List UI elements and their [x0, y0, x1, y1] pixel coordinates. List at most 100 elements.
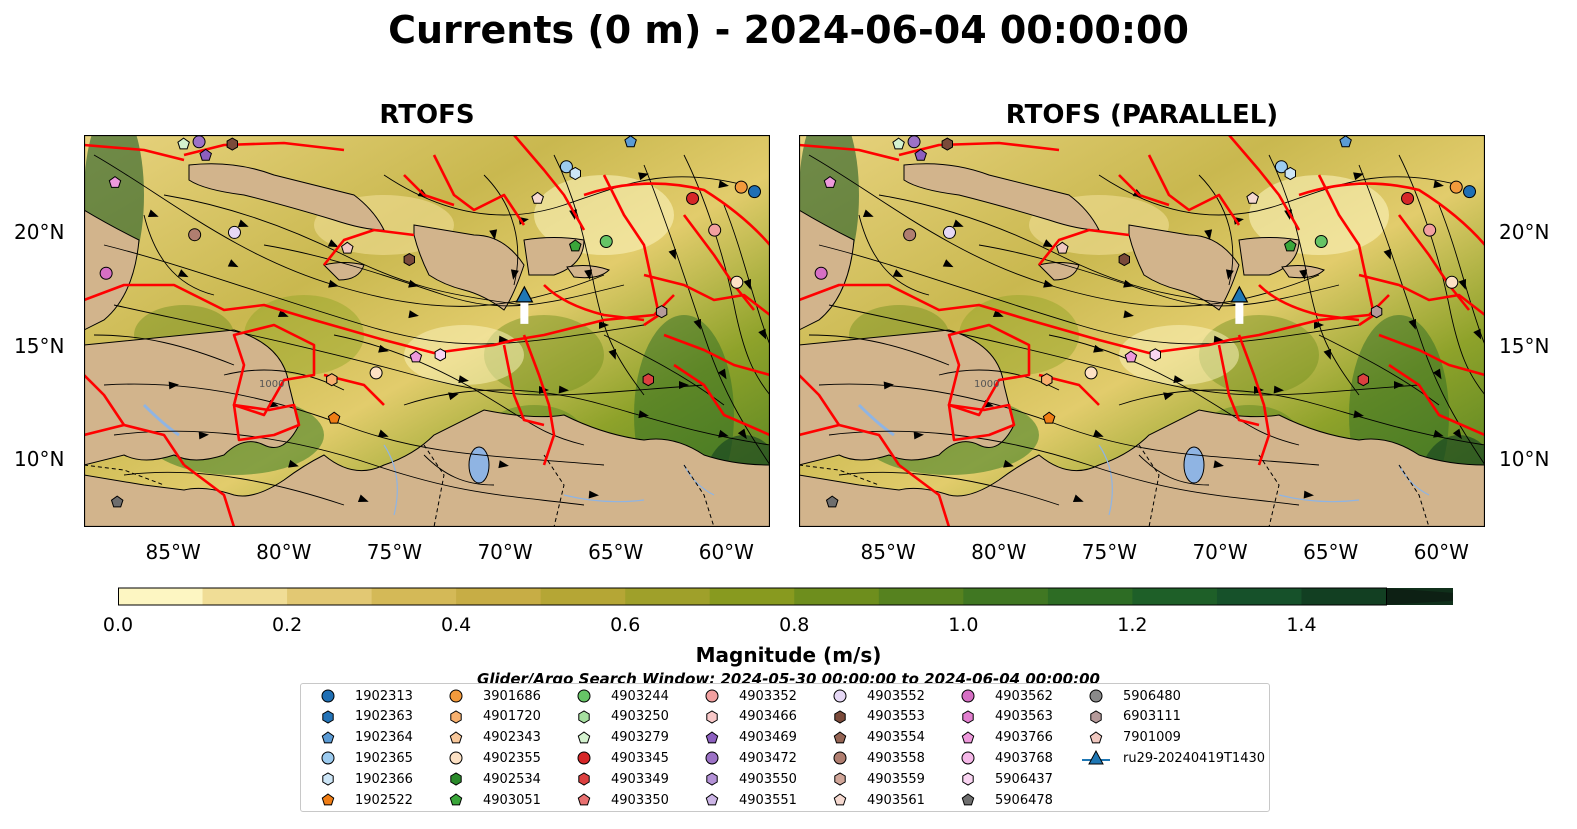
legend-label: 4903552 — [867, 688, 925, 704]
colorbar-label: Magnitude (m/s) — [695, 643, 882, 667]
float-marker — [531, 191, 544, 204]
lon-tick-label: 70°W — [477, 540, 533, 564]
lon-tick-label: 65°W — [588, 540, 644, 564]
legend-symbol — [1082, 750, 1110, 765]
legend-symbol — [449, 689, 463, 703]
flow-arrow — [510, 269, 519, 280]
float-marker — [341, 241, 354, 254]
flow-arrow — [743, 278, 752, 290]
float-marker — [199, 148, 212, 161]
streamline — [683, 154, 770, 396]
map-frame — [84, 135, 770, 527]
glider-track — [1235, 301, 1244, 324]
legend-symbol — [961, 689, 975, 703]
eez-boundary — [513, 135, 586, 231]
flow-arrow — [718, 180, 729, 189]
country-border — [84, 444, 715, 527]
eez-boundary — [673, 363, 770, 437]
legend-item: 1902363 — [311, 708, 413, 726]
float-marker — [599, 234, 613, 248]
legend-item: 4903352 — [695, 687, 797, 705]
float-marker — [403, 253, 415, 267]
streamline — [163, 194, 525, 306]
float-marker — [1357, 373, 1369, 387]
flow-arrow — [1213, 460, 1224, 469]
legend-label: 4903553 — [867, 709, 925, 725]
legend-item: 4903766 — [951, 729, 1053, 747]
legend-label: 1902522 — [355, 792, 413, 808]
lon-tick-label: 75°W — [1081, 540, 1138, 564]
streamline — [263, 244, 625, 307]
legend-label: 4903345 — [611, 750, 669, 766]
colorbar-segment — [118, 588, 204, 605]
land-mass — [799, 135, 855, 331]
eez-boundary — [84, 283, 675, 355]
eez-boundary — [1228, 135, 1301, 231]
flow-arrow — [1473, 328, 1482, 340]
legend-item: 4903551 — [695, 791, 797, 809]
flow-arrow — [377, 429, 389, 438]
flow-arrow — [862, 209, 874, 218]
flow-arrow — [737, 428, 747, 440]
streamline — [1118, 389, 1485, 446]
float-marker — [941, 137, 953, 151]
panel-title-rtofs: RTOFS — [379, 100, 475, 130]
legend-label: 5906478 — [995, 792, 1053, 808]
float-marker — [1401, 191, 1415, 205]
float-marker — [907, 135, 921, 149]
lat-tick-label-right: 20°N — [1499, 220, 1550, 245]
legend-label: 4903563 — [995, 709, 1053, 725]
eez-boundary — [522, 334, 556, 466]
eez-boundary — [403, 174, 455, 207]
flow-arrow — [1173, 375, 1184, 384]
streamline — [333, 334, 585, 446]
legend-label: 4902534 — [483, 771, 541, 787]
legend-symbol — [449, 751, 463, 765]
float-marker — [1423, 223, 1437, 237]
land-mass — [413, 224, 525, 311]
eez-boundary — [583, 182, 770, 246]
legend-label: ru29-20240419T1430 — [1123, 750, 1266, 766]
colorbar-tick-label: 1.2 — [1117, 614, 1148, 636]
legend-item: 4903472 — [695, 749, 797, 767]
float-marker — [108, 175, 122, 188]
legend-item: 3901686 — [439, 687, 541, 705]
eez-boundary — [1258, 284, 1360, 322]
eez-boundary — [799, 423, 901, 466]
flow-arrow — [1314, 321, 1324, 329]
float-marker — [1449, 180, 1463, 194]
eez-boundary — [1358, 273, 1485, 317]
legend-item: 4903558 — [823, 749, 925, 767]
eez-boundary — [1217, 344, 1260, 427]
legend-symbol — [322, 710, 334, 724]
eez-boundary — [1388, 363, 1485, 437]
streamline — [828, 304, 1420, 396]
map-frame — [799, 135, 1485, 527]
streamline — [818, 244, 1360, 345]
legend-item: 4903051 — [439, 791, 541, 809]
flow-arrow — [1123, 310, 1134, 319]
flow-arrow — [1394, 381, 1404, 389]
flow-arrow — [1123, 279, 1134, 288]
float-marker — [1370, 305, 1383, 319]
lat-tick-label-left: 15°N — [14, 333, 65, 358]
flow-arrow — [1273, 385, 1284, 394]
land-mass — [84, 329, 300, 466]
colorbar-segment — [1132, 588, 1218, 605]
colorbar-segment — [794, 588, 880, 605]
lon-tick-label: 85°W — [860, 540, 916, 564]
lon-tick-label: 80°W — [971, 540, 1027, 564]
lon-tick-label: 85°W — [145, 540, 201, 564]
flow-arrow — [1043, 279, 1054, 288]
legend-label: 4903559 — [867, 771, 925, 787]
flow-arrow — [1433, 180, 1444, 189]
colorbar-tick-label: 0.0 — [102, 614, 134, 636]
legend-item: 4901720 — [439, 708, 541, 726]
legend-symbol — [322, 772, 334, 786]
eez-boundary — [1298, 182, 1485, 246]
colorbar-segment — [1047, 588, 1133, 605]
flow-arrow — [638, 410, 649, 419]
legend-item: 4903345 — [567, 749, 669, 767]
legend-symbol — [577, 793, 591, 806]
legend-label: 4903766 — [995, 730, 1053, 746]
